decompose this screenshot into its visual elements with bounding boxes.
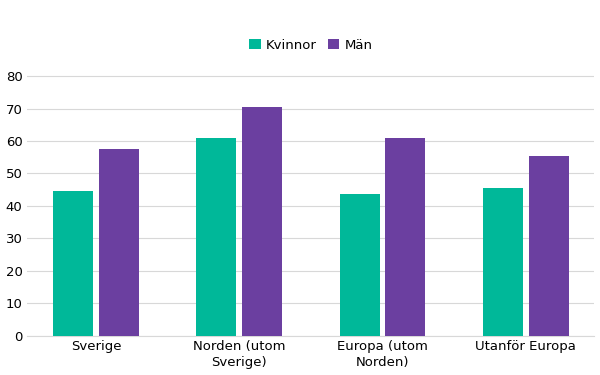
Bar [99,149,139,336]
Bar [242,107,282,336]
Bar [196,138,236,336]
Bar [385,138,425,336]
Bar [340,195,380,336]
Legend: Kvinnor, Män: Kvinnor, Män [244,33,378,57]
Bar [529,156,569,336]
Bar [53,191,93,336]
Bar [483,188,523,336]
